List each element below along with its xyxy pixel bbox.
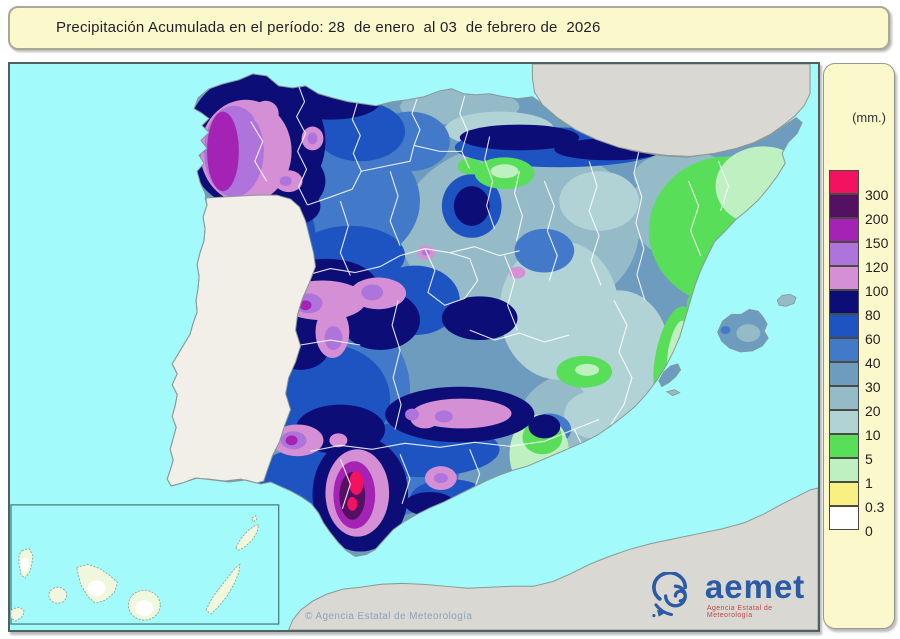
legend-value: 0 [865,523,873,539]
legend-swatch [829,266,859,290]
legend-value: 30 [865,379,881,395]
legend-swatch [829,434,859,458]
legend-swatch [829,362,859,386]
precipitation-legend: (mm.) 300 200 150 120 100 80 60 40 30 20 10 5 1 0.3 0 [823,63,895,629]
legend-swatch [829,290,859,314]
legend-row: 300 [829,170,891,203]
precipitation-map: © Agencia Estatal de Meteorología aemet … [8,62,820,632]
aemet-tagline: Agencia Estatal de Meteorología [706,605,773,619]
legend-swatch [829,458,859,482]
legend-swatch [829,506,859,530]
legend-value: 120 [865,259,889,275]
legend-value: 10 [865,427,881,443]
legend-row: 0.3 [829,482,891,515]
legend-row: 150 [829,218,891,251]
legend-swatch [829,218,859,242]
legend-swatch [829,410,859,434]
legend-row: 10 [829,410,891,443]
legend-value: 1 [865,475,873,491]
legend-swatch [829,482,859,506]
canary-inset [10,504,280,625]
copyright-text: © Agencia Estatal de Meteorología [305,611,473,622]
legend-row: 20 [829,386,891,419]
legend-row: 40 [829,338,891,371]
legend-row: 1 [829,458,891,491]
legend-row: 30 [829,362,891,395]
legend-value: 5 [865,451,873,467]
balearic-islands [658,293,797,397]
title-bar: Precipitación Acumulada en el período: 2… [8,6,890,50]
legend-row: 100 [829,266,891,299]
legend-swatch [829,194,859,218]
legend-value: 100 [865,283,889,299]
spain-precipitation-layers [166,73,803,558]
province-borders [250,85,729,510]
map-canvas [10,64,818,630]
legend-swatch [829,314,859,338]
legend-value: 40 [865,355,881,371]
aemet-logo: aemet Agencia Estatal de Meteorología [650,568,818,620]
aemet-logo-icon [652,572,688,618]
legend-unit-label: (mm.) [852,110,886,125]
legend-scale: 300 200 150 120 100 80 60 40 30 20 10 5 1 0.3 0 [829,170,891,539]
legend-value: 80 [865,307,881,323]
legend-swatch [829,242,859,266]
legend-value: 20 [865,403,881,419]
aemet-wordmark: aemet [704,568,806,605]
legend-value: 150 [865,235,889,251]
legend-swatch [829,170,859,194]
legend-row: 0 [829,506,891,539]
legend-value: 60 [865,331,881,347]
legend-value: 200 [865,211,889,227]
legend-row: 200 [829,194,891,227]
legend-value: 0.3 [865,499,885,515]
legend-swatch [829,338,859,362]
legend-row: 120 [829,242,891,275]
legend-row: 80 [829,290,891,323]
legend-value: 300 [865,187,889,203]
legend-row: 60 [829,314,891,347]
legend-swatch [829,386,859,410]
page-title: Precipitación Acumulada en el período: 2… [56,19,601,36]
legend-row: 5 [829,434,891,467]
france [531,64,811,157]
